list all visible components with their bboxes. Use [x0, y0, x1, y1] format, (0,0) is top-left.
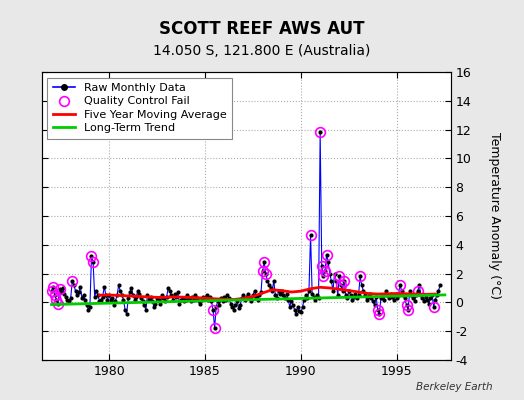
Y-axis label: Temperature Anomaly (°C): Temperature Anomaly (°C)	[488, 132, 501, 300]
Text: Berkeley Earth: Berkeley Earth	[416, 382, 493, 392]
Legend: Raw Monthly Data, Quality Control Fail, Five Year Moving Average, Long-Term Tren: Raw Monthly Data, Quality Control Fail, …	[48, 78, 233, 139]
Text: SCOTT REEF AWS AUT: SCOTT REEF AWS AUT	[159, 20, 365, 38]
Text: 14.050 S, 121.800 E (Australia): 14.050 S, 121.800 E (Australia)	[154, 44, 370, 58]
